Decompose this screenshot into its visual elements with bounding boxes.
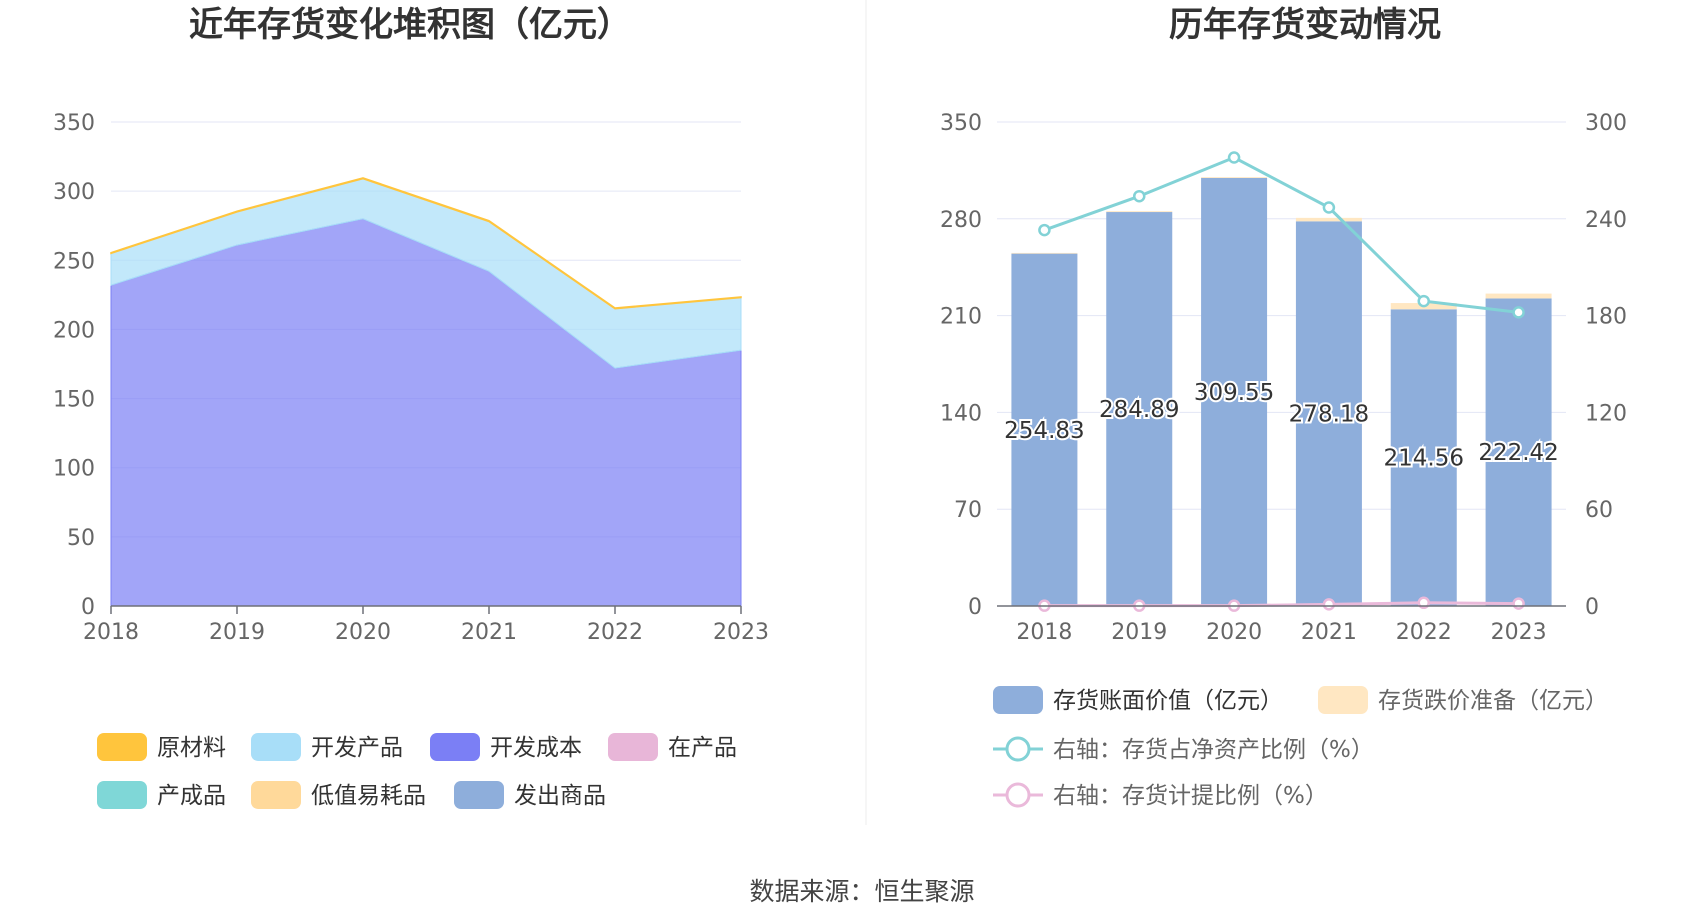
right-y-tick-label: 210 xyxy=(940,305,982,330)
right-bar-provision xyxy=(1106,211,1173,213)
right-bar-data-label: 284.89 xyxy=(1099,397,1179,423)
left-legend-swatch[interactable] xyxy=(97,781,147,809)
left-legend-label[interactable]: 开发成本 xyxy=(490,735,582,761)
left-legend-label[interactable]: 发出商品 xyxy=(514,783,606,809)
left-area-series xyxy=(110,177,742,607)
right-bar-provision xyxy=(1295,217,1362,222)
left-legend-label[interactable]: 产成品 xyxy=(157,783,226,809)
right-x-tick-label: 2022 xyxy=(1396,620,1452,645)
right-bar-data-label: 309.55 xyxy=(1194,380,1274,406)
right-y2-tick-label: 0 xyxy=(1585,595,1599,620)
right-legend-label[interactable]: 右轴：存货占净资产比例（%） xyxy=(1053,737,1374,763)
right-bar-data-label: 214.56 xyxy=(1384,446,1464,472)
right-line-point xyxy=(1512,597,1525,610)
left-area-原材料 xyxy=(110,177,742,310)
right-line-inventory-ratio xyxy=(1043,155,1519,314)
right-line-point xyxy=(1417,294,1430,308)
left-y-tick-label: 300 xyxy=(53,180,95,205)
left-legend-label[interactable]: 在产品 xyxy=(668,735,737,761)
inventory-stacked-area-chart: 近年存货变化堆积图（亿元） 0 50 100 150 200 250 300 350 2018 2… xyxy=(53,5,769,809)
right-bar-book-value xyxy=(1201,177,1268,606)
right-axes: 0 70 140 210 280 350 0 60 120 180 240 300 2018 2019 20… xyxy=(940,111,1627,645)
left-x-tick-label: 2019 xyxy=(209,620,265,645)
right-x-tick-label: 2021 xyxy=(1301,620,1357,645)
right-bar-book-value xyxy=(1106,212,1173,606)
right-bar-provision xyxy=(1011,252,1078,254)
right-bar-provision xyxy=(1485,293,1552,299)
left-legend-swatch[interactable] xyxy=(454,781,504,809)
left-legend-label[interactable]: 开发产品 xyxy=(311,735,403,761)
right-bar-book-value xyxy=(1485,298,1552,606)
left-x-tick-label: 2018 xyxy=(83,620,139,645)
right-y-tick-label: 350 xyxy=(940,111,982,136)
right-legend-swatch[interactable] xyxy=(993,686,1043,714)
right-x-tick-label: 2019 xyxy=(1111,620,1167,645)
right-bar-data-label: 222.42 xyxy=(1478,440,1558,466)
left-x-tick-label: 2023 xyxy=(713,620,769,645)
right-line-point xyxy=(1322,598,1336,611)
right-y2-tick-label: 60 xyxy=(1585,498,1613,523)
left-x-tick-label: 2022 xyxy=(587,620,643,645)
right-chart-title: 历年存货变动情况 xyxy=(1169,5,1441,45)
right-line-point xyxy=(1133,189,1146,203)
left-y-tick-label: 100 xyxy=(53,457,95,482)
right-legend-marker[interactable] xyxy=(1005,782,1031,808)
right-legend: 存货账面价值（亿元） 存货跌价准备（亿元）右轴：存货占净资产比例（%） 右轴：存货计… xyxy=(993,686,1608,809)
left-y-tick-label: 0 xyxy=(81,595,95,620)
data-source: 数据来源：恒生聚源 xyxy=(749,877,974,906)
left-legend-swatch[interactable] xyxy=(97,733,147,761)
right-bar-data-label: 278.18 xyxy=(1289,402,1369,428)
left-legend-swatch[interactable] xyxy=(251,781,301,809)
left-x-tick-label: 2020 xyxy=(335,620,391,645)
right-line-point xyxy=(1227,151,1241,164)
left-y-tick-label: 250 xyxy=(53,249,95,274)
right-bar-series xyxy=(1011,177,1552,607)
right-line-point xyxy=(1512,306,1525,319)
left-area-开发成本 xyxy=(110,218,742,607)
right-y2-tick-label: 180 xyxy=(1585,305,1627,330)
right-x-tick-label: 2020 xyxy=(1206,620,1262,645)
right-legend-label[interactable]: 右轴：存货计提比例（%） xyxy=(1053,783,1328,809)
right-y-tick-label: 140 xyxy=(940,401,982,426)
right-bar-data-label: 254.83 xyxy=(1004,418,1084,444)
left-legend-label[interactable]: 低值易耗品 xyxy=(311,783,426,809)
right-line-point xyxy=(1322,201,1336,214)
right-bar-book-value xyxy=(1390,309,1457,606)
right-bar-book-value xyxy=(1295,221,1362,606)
right-legend-swatch[interactable] xyxy=(1318,686,1368,714)
right-line-series: 254.83 284.89 309.55 278.18 214.56 222.42 xyxy=(1002,151,1561,612)
right-y-tick-label: 280 xyxy=(940,208,982,233)
right-legend-marker[interactable] xyxy=(1005,736,1031,762)
right-line-point xyxy=(1038,223,1051,237)
left-y-tick-label: 200 xyxy=(53,318,95,343)
right-y2-tick-label: 300 xyxy=(1585,111,1627,136)
left-y-tick-label: 50 xyxy=(67,526,95,551)
left-legend-swatch[interactable] xyxy=(608,733,658,761)
right-bar-provision xyxy=(1201,177,1268,178)
right-legend-label[interactable]: 存货账面价值（亿元） xyxy=(1053,688,1283,714)
right-gridlines xyxy=(997,121,1566,510)
right-y-tick-label: 70 xyxy=(954,498,982,523)
right-y-tick-label: 0 xyxy=(968,595,982,620)
left-axes: 0 50 100 150 200 250 300 350 2018 2019 2020 2021 202… xyxy=(53,111,769,645)
right-bar-book-value xyxy=(1011,253,1078,607)
right-legend-label[interactable]: 存货跌价准备（亿元） xyxy=(1378,688,1608,714)
left-y-tick-label: 350 xyxy=(53,111,95,136)
left-legend-swatch[interactable] xyxy=(430,733,480,761)
left-legend-label[interactable]: 原材料 xyxy=(157,735,226,761)
left-x-tick-label: 2021 xyxy=(461,620,517,645)
right-x-tick-label: 2023 xyxy=(1491,620,1547,645)
left-y-tick-label: 150 xyxy=(53,388,95,413)
left-chart-title: 近年存货变化堆积图（亿元） xyxy=(189,5,631,45)
right-x-tick-label: 2018 xyxy=(1016,620,1072,645)
left-legend-swatch[interactable] xyxy=(251,733,301,761)
right-y2-tick-label: 240 xyxy=(1585,208,1627,233)
right-y2-tick-label: 120 xyxy=(1585,401,1627,426)
